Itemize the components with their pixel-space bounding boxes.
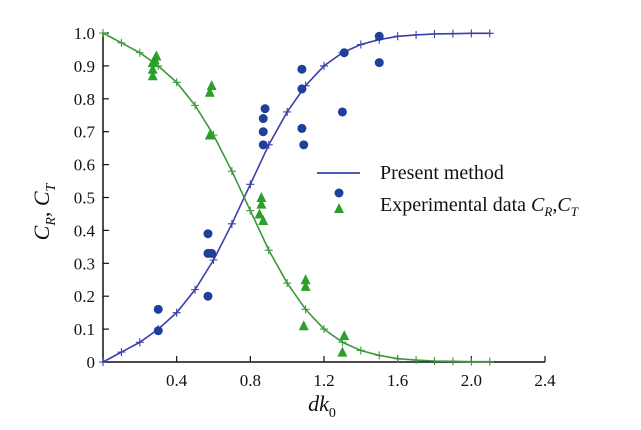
legend: Present method Experimental data CR,CT — [317, 162, 579, 219]
y-tick-label: 0.3 — [74, 254, 95, 273]
data-point-circle — [374, 31, 384, 41]
series-1-plus-marker — [117, 38, 126, 47]
data-point-circle — [258, 127, 268, 137]
x-axis-label: dk0 — [308, 391, 336, 421]
series-0-plus-marker — [393, 32, 402, 41]
series-1-plus-marker — [412, 356, 421, 365]
series-1-plus-marker — [375, 351, 384, 360]
y-axis-label: CR, CT — [29, 182, 59, 240]
legend-triangle-marker — [334, 203, 344, 213]
series-0-plus-marker — [117, 348, 126, 357]
x-tick-label: 0.4 — [166, 371, 188, 390]
y-tick-label: 0.5 — [74, 189, 95, 208]
series-0-plus-marker — [283, 107, 292, 116]
data-point-circle — [337, 107, 347, 117]
series-1-plus-marker — [430, 357, 439, 366]
legend-marker-label: Experimental data CR,CT — [380, 194, 579, 219]
data-point-circle — [297, 123, 307, 133]
data-point-circle — [207, 248, 217, 258]
data-point-triangle — [204, 86, 215, 97]
series-1-plus-marker — [485, 357, 494, 366]
series-1-plus-marker — [393, 354, 402, 363]
y-ticks: 0 0.1 0.2 0.3 0.4 0.5 0.6 0.7 0.8 0.9 1.0 — [74, 24, 109, 372]
data-point-circle — [297, 84, 307, 94]
y-tick-label: 0.9 — [74, 57, 95, 76]
x-ticks: 0.4 0.8 1.2 1.6 2.0 2.4 — [166, 356, 556, 390]
data-point-circle — [153, 326, 163, 336]
series-1-plus-marker — [301, 305, 310, 314]
series-0-plus-marker — [172, 308, 181, 317]
series-0-plus-marker — [135, 338, 144, 347]
data-point-triangle — [147, 63, 158, 74]
series-1-line — [102, 32, 490, 363]
data-point-circle — [299, 140, 309, 150]
y-tick-label: 1.0 — [74, 24, 95, 43]
series-1-plus-marker — [320, 325, 328, 334]
x-tick-label: 2.0 — [461, 371, 482, 390]
x-tick-label: 0.8 — [240, 371, 261, 390]
data-point-triangle — [151, 50, 162, 61]
series-1-plus-marker — [356, 346, 365, 355]
series-0-plus-marker — [448, 29, 457, 38]
data-point-triangle — [204, 129, 215, 140]
data-point-triangle — [256, 192, 267, 202]
y-tick-label: 0 — [87, 353, 96, 372]
data-point-circle — [203, 291, 213, 301]
data-point-triangle — [256, 198, 267, 209]
series-0-plus-marker — [412, 30, 421, 39]
series-1-plus-marker — [448, 357, 457, 366]
series-1-plus-marker — [264, 246, 273, 255]
x-tick-label: 1.6 — [387, 371, 408, 390]
legend-circle-marker — [334, 188, 344, 198]
y-tick-label: 0.7 — [74, 123, 96, 142]
data-point-triangle — [206, 80, 217, 91]
data-point-triangle — [300, 280, 311, 291]
series-1-plus-marker — [172, 78, 181, 87]
series-1-plus-marker — [467, 357, 476, 366]
series-layer — [99, 29, 494, 366]
y-tick-label: 0.1 — [74, 320, 95, 339]
legend-line-label: Present method — [380, 162, 504, 184]
data-point-triangle — [298, 320, 309, 331]
x-tick-label: 1.2 — [313, 371, 334, 390]
series-1-plus-marker — [99, 29, 107, 37]
series-0-plus-marker — [485, 29, 494, 38]
y-tick-label: 0.2 — [74, 287, 95, 306]
x-tick-label: 2.4 — [534, 371, 556, 390]
series-0-plus-marker — [356, 40, 365, 49]
series-1-plus-marker — [135, 48, 144, 57]
series-0-plus-marker — [246, 180, 255, 189]
y-tick-label: 0.4 — [74, 221, 96, 240]
series-0-plus-marker — [227, 219, 236, 228]
series-0-plus-marker — [467, 29, 476, 38]
data-point-triangle — [337, 346, 348, 357]
series-1-plus-marker — [283, 279, 292, 288]
data-point-triangle — [339, 330, 350, 341]
data-point-circle — [297, 64, 307, 74]
series-1-plus-marker — [191, 101, 200, 110]
data-point-triangle — [147, 70, 158, 81]
data-point-circle — [153, 304, 163, 314]
data-point-circle — [339, 48, 349, 58]
series-0-line — [102, 32, 490, 363]
y-tick-label: 0.8 — [74, 90, 95, 109]
data-point-circle — [203, 229, 213, 239]
series-0-plus-marker — [191, 285, 200, 294]
series-0-plus-marker — [430, 29, 439, 38]
data-point-circle — [260, 104, 270, 114]
data-point-triangle — [300, 274, 311, 285]
series-1-plus-marker — [227, 167, 236, 176]
y-tick-label: 0.6 — [74, 156, 95, 175]
data-point-triangle — [254, 208, 265, 219]
data-point-triangle — [258, 215, 269, 226]
data-point-circle — [258, 140, 268, 150]
series-0-plus-marker — [99, 358, 107, 366]
data-point-circle — [258, 114, 268, 124]
series-1-plus-marker — [246, 206, 255, 215]
data-point-circle — [374, 58, 384, 68]
series-0-plus-marker — [320, 61, 328, 70]
